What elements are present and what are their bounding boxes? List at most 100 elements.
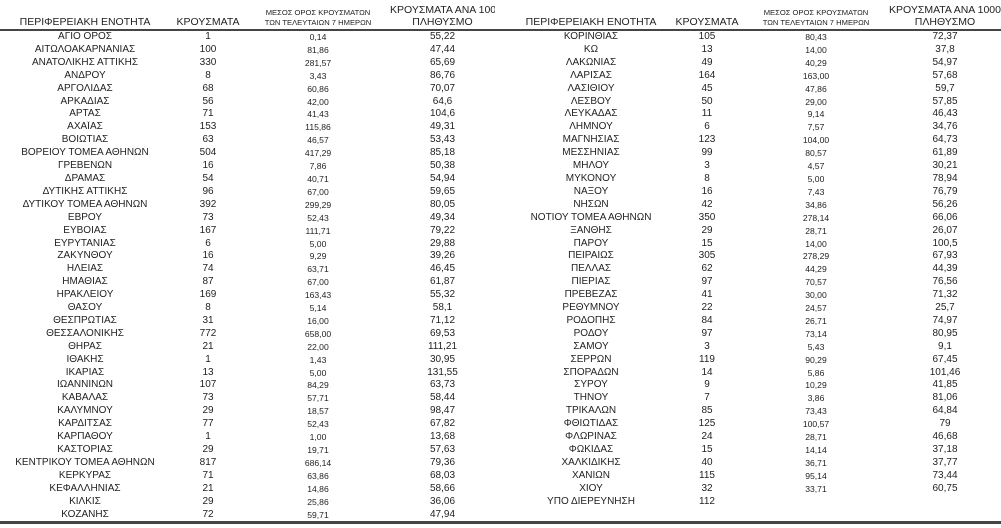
- per100k-cell: 66,06: [932, 211, 958, 223]
- avg7-cell: 18,57: [307, 406, 329, 417]
- cases-cell: 29: [701, 224, 713, 236]
- cases-cell: 40: [701, 456, 713, 468]
- avg7-cell: 14,00: [805, 44, 827, 55]
- row-spacer: [495, 276, 511, 289]
- per100k-cell: 80,95: [932, 327, 958, 339]
- col-header-avg7-right: ΜΕΣΟΣ ΟΡΟΣ ΚΡΟΥΣΜΑΤΩΝ ΤΩΝ ΤΕΛΕΥΤΑΙΩΝ 7 Η…: [743, 0, 889, 31]
- cases-cell: 71: [202, 469, 214, 481]
- avg7-cell: 104,00: [802, 135, 830, 146]
- region-cell: ΚΑΛΥΜΝΟΥ: [57, 405, 113, 417]
- avg7-cell: 73,43: [805, 406, 827, 417]
- cases-cell: 29: [202, 495, 214, 507]
- table-row: ΔΥΤΙΚΗΣ ΑΤΤΙΚΗΣ 96 67,00 59,65 ΝΑΞΟΥ 16 7,43 76…: [0, 186, 1001, 199]
- per100k-cell: 76,56: [932, 276, 958, 288]
- avg7-cell: 24,57: [805, 303, 827, 314]
- per100k-cell: 58,66: [429, 482, 456, 494]
- table-row: ΚΑΡΠΑΘΟΥ 1 1,00 13,68 ΦΛΩΡΙΝΑΣ 24 28,71 46,68: [0, 431, 1001, 444]
- region-cell: ΗΜΑΘΙΑΣ: [62, 276, 108, 288]
- avg7-cell: 60,86: [307, 83, 329, 94]
- row-spacer: [495, 238, 511, 251]
- row-spacer: [495, 496, 511, 509]
- region-cell: ΑΡΚΑΔΙΑΣ: [60, 95, 110, 107]
- avg7-cell: 40,29: [805, 57, 827, 68]
- avg7-cell: 299,29: [304, 199, 332, 210]
- per100k-cell: 72,37: [932, 31, 958, 42]
- avg7-cell: 278,14: [802, 212, 830, 223]
- per100k-cell: 79: [939, 418, 951, 430]
- per100k-cell: 64,84: [932, 405, 958, 417]
- region-cell: ΤΗΝΟΥ: [573, 392, 609, 404]
- avg7-cell: 5,00: [807, 173, 825, 184]
- per100k-cell: 37,77: [932, 456, 958, 468]
- avg7-cell: 41,43: [307, 109, 329, 120]
- per100k-cell: 30,95: [429, 353, 456, 365]
- per100k-cell: 70,07: [429, 82, 456, 94]
- row-spacer: [495, 302, 511, 315]
- per100k-cell: 60,75: [932, 482, 958, 494]
- avg7-cell: 1,43: [309, 354, 327, 365]
- cases-cell: 169: [199, 289, 217, 301]
- row-spacer: [495, 483, 511, 496]
- cases-cell: 21: [202, 482, 214, 494]
- avg7-cell: 81,86: [307, 44, 329, 55]
- avg7-cell: 9,29: [309, 251, 327, 262]
- cases-cell: 31: [202, 314, 214, 326]
- row-spacer: [495, 96, 511, 109]
- col-header-cases-left: ΚΡΟΥΣΜΑΤΑ: [170, 0, 246, 31]
- avg7-cell: 686,14: [304, 457, 332, 468]
- region-cell: ΚΟΖΑΝΗΣ: [0, 508, 170, 525]
- cases-cell: 392: [199, 198, 217, 210]
- table-row: ΔΥΤΙΚΟΥ ΤΟΜΕΑ ΑΘΗΝΩΝ 392 299,29 80,05 ΝΗΣΩΝ 4…: [0, 199, 1001, 212]
- table-row: ΑΡΓΟΛΙΔΑΣ 68 60,86 70,07 ΛΑΣΙΘΙΟΥ 45 47,86 59,7: [0, 83, 1001, 96]
- region-cell: ΔΥΤΙΚΗΣ ΑΤΤΙΚΗΣ: [42, 185, 128, 197]
- avg7-cell: 36,71: [805, 457, 827, 468]
- per100k-cell: 81,06: [932, 392, 958, 404]
- per100k-cell: 100,5: [932, 237, 958, 249]
- region-cell: ΧΑΛΚΙΔΙΚΗΣ: [561, 456, 621, 468]
- column-group-spacer: [495, 0, 511, 31]
- region-cell: ΛΑΚΩΝΙΑΣ: [565, 56, 617, 68]
- cases-cell: 71: [202, 108, 214, 120]
- row-spacer: [495, 70, 511, 83]
- cases-cell: 97: [701, 327, 713, 339]
- table-row: ΘΗΡΑΣ 21 22,00 111,21 ΣΑΜΟΥ 3 5,43 9,1: [0, 341, 1001, 354]
- per100k-cell: 67,82: [429, 418, 456, 430]
- table-row: ΙΚΑΡΙΑΣ 13 5,00 131,55 ΣΠΟΡΑΔΩΝ 14 5,86 101,46: [0, 367, 1001, 380]
- avg7-cell: 1,00: [309, 432, 327, 443]
- region-cell: ΜΥΚΟΝΟΥ: [565, 172, 617, 184]
- avg7-cell: 7,86: [309, 161, 327, 172]
- avg7-cell: 0,14: [309, 32, 327, 42]
- table-row: ΚΕΦΑΛΛΗΝΙΑΣ 21 14,86 58,66 ΧΙΟΥ 32 33,71 60,75: [0, 483, 1001, 496]
- table-row: ΖΑΚΥΝΘΟΥ 16 9,29 39,26 ΠΕΙΡΑΙΩΣ 305 278,29 67,9…: [0, 250, 1001, 263]
- avg7-cell: 14,00: [805, 238, 827, 249]
- table-row: ΚΕΝΤΡΙΚΟΥ ΤΟΜΕΑ ΑΘΗΝΩΝ 817 686,14 79,36 ΧΑΛΚ…: [0, 457, 1001, 470]
- region-cell: ΕΥΡΥΤΑΝΙΑΣ: [54, 237, 116, 249]
- per100k-cell: 58,1: [432, 302, 453, 314]
- row-spacer: [495, 289, 511, 302]
- cases-cell: 14: [701, 366, 713, 378]
- region-cell: ΠΕΙΡΑΙΩΣ: [568, 250, 614, 262]
- avg7-cell: 5,43: [807, 341, 825, 352]
- per100k-cell: 64,6: [432, 95, 453, 107]
- avg7-cell: 95,14: [805, 470, 827, 481]
- cases-cell: 3: [704, 340, 710, 352]
- per100k-cell: 61,89: [932, 147, 958, 159]
- cases-cell: 15: [701, 444, 713, 455]
- table-row: ΒΟΡΕΙΟΥ ΤΟΜΕΑ ΑΘΗΝΩΝ 504 417,29 85,18 ΜΕΣΣΗΝ…: [0, 147, 1001, 160]
- avg7-cell: 163,00: [802, 70, 830, 81]
- cases-cell: 8: [704, 172, 710, 184]
- region-cell: ΕΥΒΟΙΑΣ: [63, 224, 107, 236]
- table-row: ΑΙΤΩΛΟΑΚΑΡΝΑΝΙΑΣ 100 81,86 47,44 ΚΩ 13 14,00 37…: [0, 44, 1001, 57]
- cases-cell: 115: [699, 469, 715, 481]
- avg7-cell: 25,86: [307, 496, 329, 507]
- per100k-cell: 34,76: [932, 121, 958, 133]
- region-cell: ΤΡΙΚΑΛΩΝ: [565, 405, 617, 417]
- per100k-cell: 65,69: [429, 56, 456, 68]
- cases-cell: 119: [699, 353, 715, 365]
- per100k-cell: 59,65: [429, 185, 456, 197]
- cases-cell: 41: [701, 289, 713, 301]
- row-spacer: [495, 457, 511, 470]
- per100k-cell: 57,68: [932, 69, 958, 81]
- row-spacer: [495, 108, 511, 121]
